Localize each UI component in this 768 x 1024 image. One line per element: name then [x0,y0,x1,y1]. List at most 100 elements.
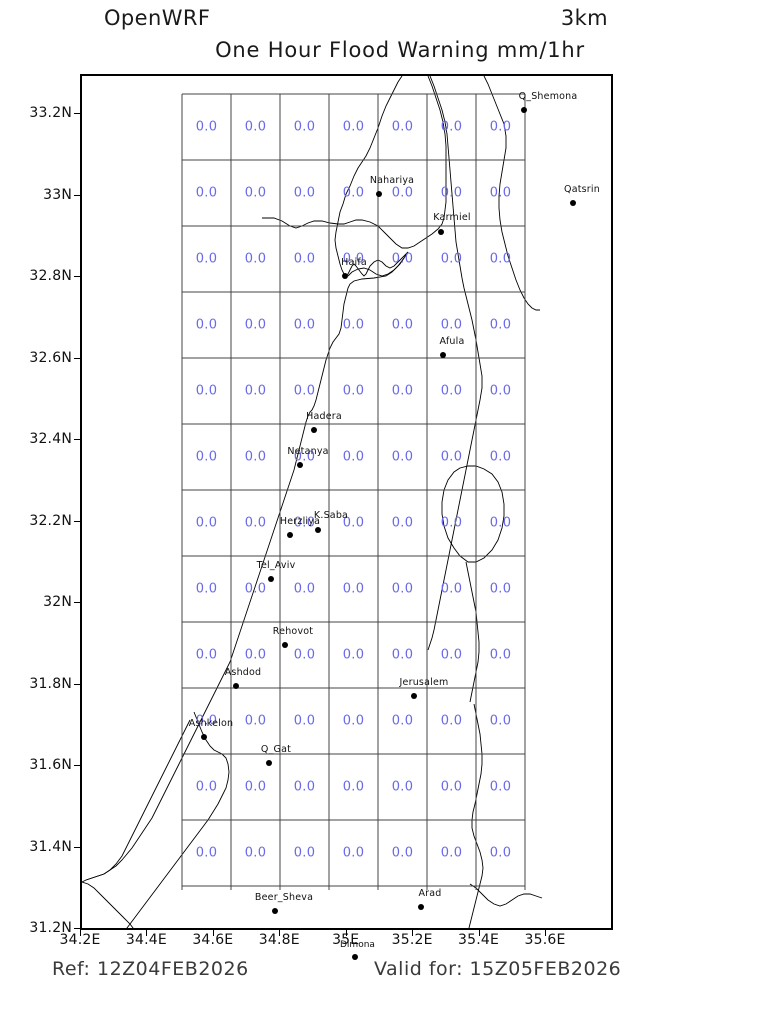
city-label: Rehovot [272,626,314,637]
grid-cell-value: 0.0 [342,119,365,135]
city-dot [287,532,293,538]
map-canvas: /* Sea of Galilee (Kinneret) */ [82,76,611,928]
grid-cell-value: 0.0 [342,251,365,267]
map-footer: Ref: 12Z04FEB2026 Dimona Valid for: 15Z0… [0,940,768,1024]
grid-cell-value: 0.0 [342,779,365,795]
sea-of-galilee-path [441,465,505,563]
grid-cell-value: 0.0 [293,779,316,795]
grid-cell-value: 0.0 [195,251,218,267]
grid-cell-value: 0.0 [195,713,218,729]
city-label: Beer_Sheva [254,892,314,903]
grid-cell-value: 0.0 [195,779,218,795]
grid-cell-value: 0.0 [293,581,316,597]
grid-cell-value: 0.0 [489,251,512,267]
city-dot [297,462,303,468]
city-dot [521,107,527,113]
grid-cell-value: 0.0 [489,185,512,201]
grid-cell-value: 0.0 [244,515,267,531]
grid-cell-value: 0.0 [489,713,512,729]
longitude-tick-label: 35E [332,932,360,948]
map-title: One Hour Flood Warning mm/1hr [215,38,585,62]
city-dot [438,229,444,235]
grid-cell-value: 0.0 [391,119,414,135]
grid-cell-value: 0.0 [489,779,512,795]
southern-border-path [469,883,543,907]
grid-cell-value: 0.0 [489,515,512,531]
grid-cell-value: 0.0 [489,581,512,597]
city-label: Haifa [341,257,367,268]
city-dot [272,908,278,914]
city-label: Arad [418,888,442,899]
model-resolution: 3km [560,6,608,30]
longitude-tick-label: 35.2E [391,932,433,948]
grid-cell-value: 0.0 [440,383,463,399]
grid-cell-value: 0.0 [440,185,463,201]
grid-cell-value: 0.0 [293,449,316,465]
latitude-tick-mark [74,357,81,359]
city-dot [440,352,446,358]
grid-cell-value: 0.0 [195,119,218,135]
grid-cell-value: 0.0 [391,317,414,333]
grid-cell-value: 0.0 [489,119,512,135]
grid-cell-value: 0.0 [391,515,414,531]
city-label: Dimona [340,940,375,950]
grid-cell-value: 0.0 [342,647,365,663]
valid-time: Valid for: 15Z05FEB2026 [374,958,622,980]
latitude-tick-mark [74,439,81,440]
latitude-tick-label: 32.4N [29,431,72,447]
grid-cell-value: 0.0 [391,647,414,663]
grid-cell-value: 0.0 [195,845,218,861]
grid-cell-value: 0.0 [244,581,267,597]
city-dot [418,904,424,910]
grid-cell-value: 0.0 [489,383,512,399]
latitude-tick-mark [74,520,81,522]
longitude-tick-label: 34.6E [192,932,234,948]
latitude-tick-label: 32.8N [29,268,72,284]
haifa-bay-path [347,257,405,277]
city-label: Herzliya [279,516,321,527]
grid-cell-value: 0.0 [244,317,267,333]
city-dot [266,760,272,766]
city-dot [268,576,274,582]
grid-cell-value: 0.0 [440,251,463,267]
grid-cell-value: 0.0 [440,449,463,465]
city-label: Karmiel [433,212,471,223]
grid-cell-value: 0.0 [342,185,365,201]
grid-cell-value: 0.0 [342,581,365,597]
grid-cell-value: 0.0 [440,779,463,795]
city-label: K.Saba [313,510,349,521]
grid-cell-value: 0.0 [342,515,365,531]
latitude-tick-label: 31.2N [29,920,72,936]
eastern-border-path [427,76,483,651]
grid-cell-value: 0.0 [244,647,267,663]
grid-cell-value: 0.0 [391,779,414,795]
map-plot-frame: /* Sea of Galilee (Kinneret) */ [80,74,613,930]
city-label: Q_Shemona [518,91,578,102]
grid-cell-value: 0.0 [391,845,414,861]
grid-cell-value: 0.0 [195,449,218,465]
dead-sea-path [468,703,484,928]
city-label: Hadera [306,411,342,422]
grid-cell-value: 0.0 [440,515,463,531]
grid-cell-value: 0.0 [293,317,316,333]
longitude-tick-mark [146,930,148,936]
longitude-tick-mark [80,930,81,936]
reference-time: Ref: 12Z04FEB2026 [52,958,249,980]
longitude-tick-label: 35.6E [524,932,566,948]
grid-cell-value: 0.0 [440,845,463,861]
city-label: Netanya [287,446,329,457]
grid-cell-value: 0.0 [391,581,414,597]
grid-cell-value: 0.0 [244,779,267,795]
grid-cell-value: 0.0 [440,713,463,729]
grid-cell-value: 0.0 [489,845,512,861]
gaza-inner-boundary-path [82,881,134,928]
grid-cell-value: 0.0 [440,647,463,663]
grid-cell-value: 0.0 [391,185,414,201]
grid-cell-value: 0.0 [195,647,218,663]
city-dot [411,693,417,699]
longitude-tick-label: 34.8E [258,932,300,948]
grid-cell-value: 0.0 [195,581,218,597]
city-dot [282,642,288,648]
grid-cell-value: 0.0 [244,185,267,201]
grid-cell-value: 0.0 [293,185,316,201]
